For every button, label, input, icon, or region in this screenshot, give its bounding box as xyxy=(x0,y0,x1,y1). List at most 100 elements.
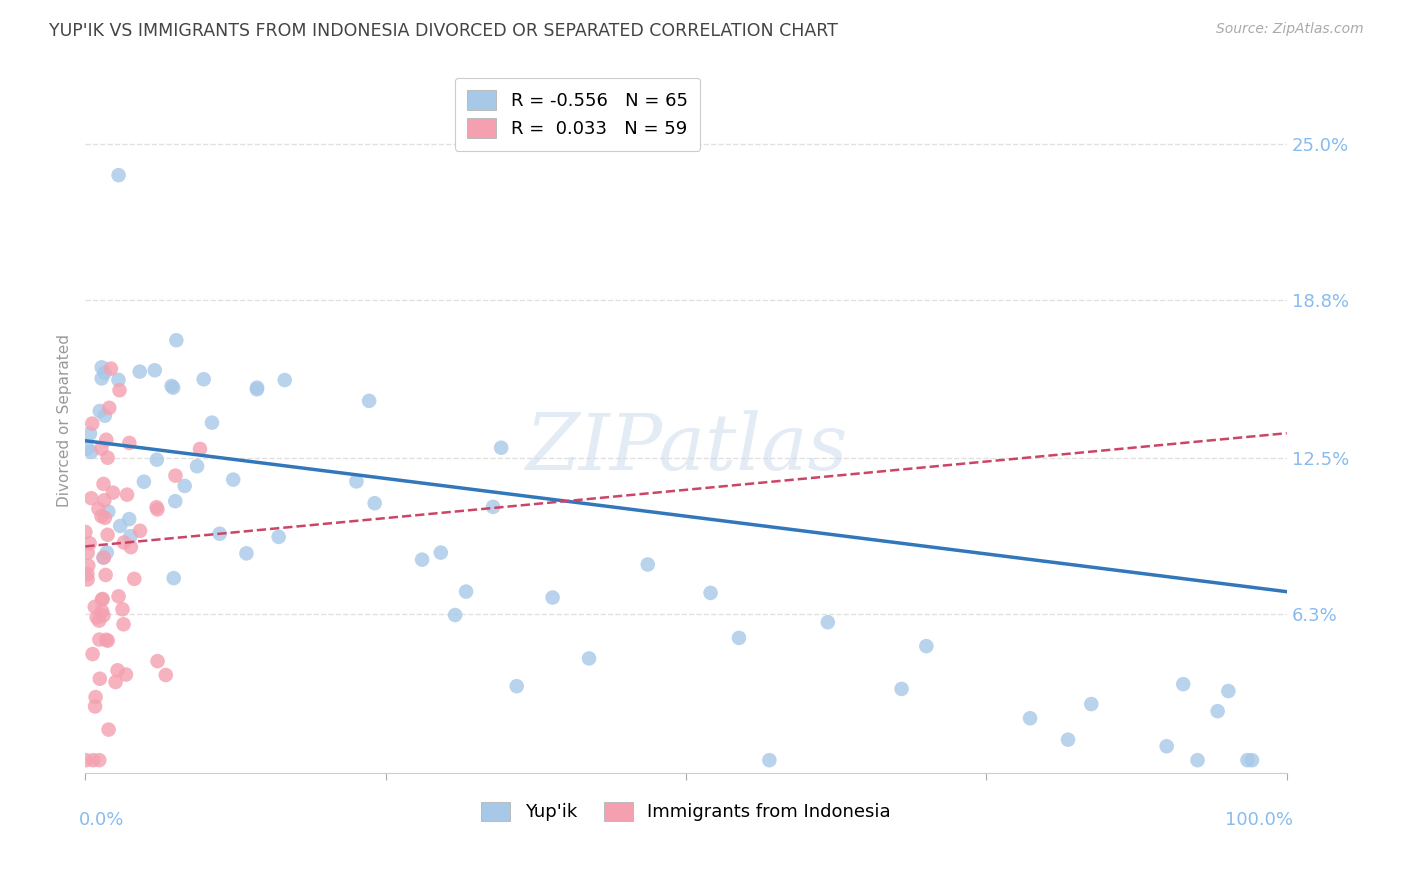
Point xyxy=(699,586,721,600)
Text: Source: ZipAtlas.com: Source: ZipAtlas.com xyxy=(1216,22,1364,37)
Point xyxy=(91,604,114,618)
Point xyxy=(90,592,112,607)
Point xyxy=(163,571,186,585)
Point xyxy=(235,546,257,560)
Point xyxy=(1156,739,1178,754)
Point xyxy=(90,509,112,524)
Point xyxy=(98,401,121,415)
Point xyxy=(82,647,104,661)
Point xyxy=(112,617,135,632)
Point xyxy=(89,753,111,767)
Point xyxy=(162,381,184,395)
Point xyxy=(97,633,120,648)
Point xyxy=(915,639,938,653)
Point xyxy=(93,550,115,565)
Point xyxy=(246,382,269,396)
Point xyxy=(93,608,115,623)
Point xyxy=(454,584,477,599)
Point xyxy=(90,442,112,456)
Point xyxy=(97,450,120,465)
Point xyxy=(173,479,195,493)
Point xyxy=(104,675,127,690)
Point xyxy=(118,436,141,450)
Point xyxy=(91,591,114,606)
Point xyxy=(222,473,245,487)
Point xyxy=(90,360,112,375)
Point xyxy=(506,679,529,693)
Point xyxy=(107,373,129,387)
Point xyxy=(637,558,659,572)
Point xyxy=(77,558,100,573)
Point xyxy=(93,493,115,508)
Point xyxy=(411,552,433,566)
Point xyxy=(120,540,142,554)
Point xyxy=(75,753,97,767)
Point xyxy=(79,536,101,550)
Point xyxy=(1236,753,1258,767)
Point xyxy=(1206,704,1229,718)
Point xyxy=(89,632,111,647)
Point xyxy=(188,442,211,456)
Point xyxy=(165,468,187,483)
Point xyxy=(1187,753,1209,767)
Point xyxy=(94,510,117,524)
Point xyxy=(1057,732,1080,747)
Point xyxy=(79,426,101,441)
Point xyxy=(80,445,103,459)
Point xyxy=(101,485,124,500)
Point xyxy=(82,753,104,767)
Point xyxy=(165,333,187,347)
Point xyxy=(120,529,142,543)
Point xyxy=(489,441,512,455)
Point xyxy=(112,535,135,549)
Point xyxy=(124,572,146,586)
Point xyxy=(93,477,115,491)
Point xyxy=(1240,753,1263,767)
Point xyxy=(246,381,269,395)
Text: 0.0%: 0.0% xyxy=(79,812,125,830)
Point xyxy=(890,681,912,696)
Point xyxy=(201,416,224,430)
Point xyxy=(82,417,104,431)
Text: 100.0%: 100.0% xyxy=(1225,812,1292,830)
Point xyxy=(128,365,150,379)
Point xyxy=(84,690,107,705)
Point xyxy=(146,452,169,467)
Point xyxy=(208,526,231,541)
Point xyxy=(160,379,183,393)
Point xyxy=(115,667,138,681)
Text: YUP'IK VS IMMIGRANTS FROM INDONESIA DIVORCED OR SEPARATED CORRELATION CHART: YUP'IK VS IMMIGRANTS FROM INDONESIA DIVO… xyxy=(49,22,838,40)
Point xyxy=(129,524,152,538)
Point xyxy=(87,501,110,516)
Point xyxy=(89,672,111,686)
Point xyxy=(96,545,118,559)
Point xyxy=(110,519,132,533)
Point xyxy=(132,475,155,489)
Point xyxy=(107,168,129,182)
Text: ZIPatlas: ZIPatlas xyxy=(524,410,848,487)
Point xyxy=(541,591,564,605)
Point xyxy=(359,393,381,408)
Point xyxy=(96,632,118,647)
Point xyxy=(80,491,103,506)
Point xyxy=(86,610,108,624)
Point xyxy=(165,494,187,508)
Point xyxy=(108,383,131,397)
Point xyxy=(96,433,118,447)
Point xyxy=(444,607,467,622)
Point xyxy=(83,599,105,614)
Point xyxy=(107,590,129,604)
Point xyxy=(145,500,167,515)
Point xyxy=(155,668,177,682)
Point xyxy=(93,366,115,380)
Point xyxy=(93,550,115,565)
Point xyxy=(1173,677,1195,691)
Point xyxy=(758,753,780,767)
Point xyxy=(193,372,215,386)
Point xyxy=(728,631,751,645)
Point xyxy=(267,530,290,544)
Point xyxy=(146,502,169,516)
Point xyxy=(100,361,122,376)
Point xyxy=(94,568,117,582)
Point xyxy=(111,602,134,616)
